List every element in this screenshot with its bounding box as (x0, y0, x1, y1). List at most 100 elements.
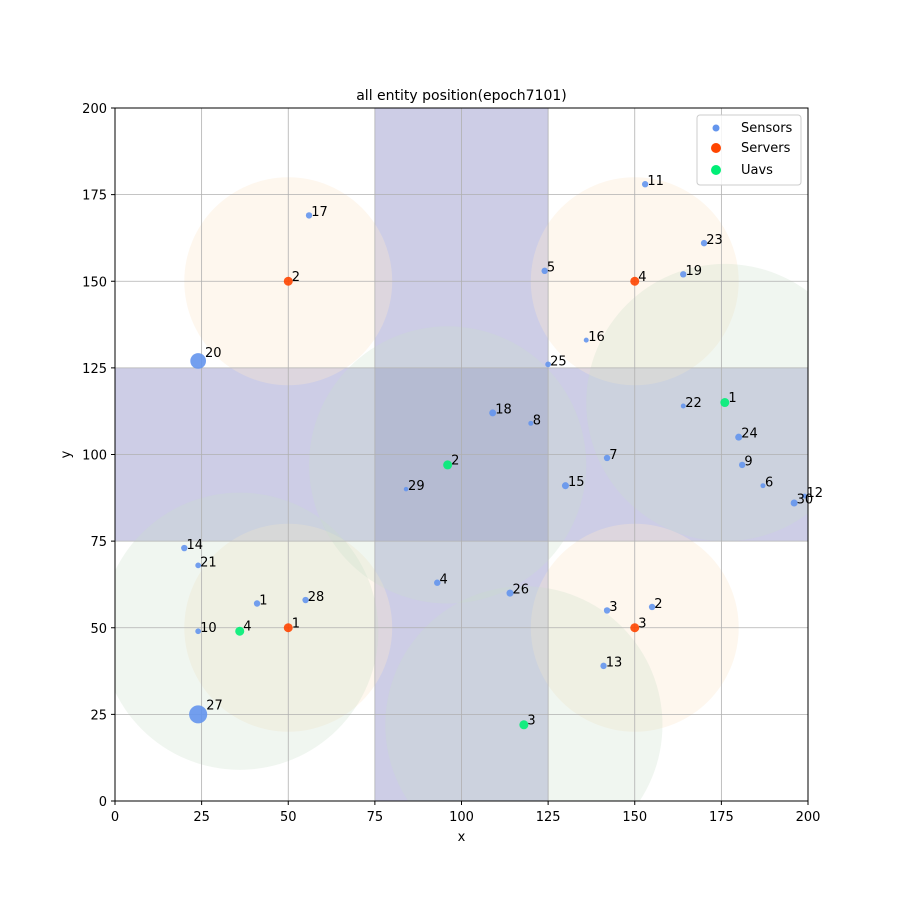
sensor-point (583, 337, 589, 343)
sensor-point-label: 15 (568, 475, 585, 490)
sensor-point (648, 603, 656, 611)
x-tick-label: 75 (367, 810, 384, 825)
sensor-point (545, 361, 551, 368)
chart-title: all entity position(epoch7101) (356, 88, 567, 104)
y-tick-label: 75 (90, 535, 107, 550)
sensor-point-label: 6 (765, 476, 773, 491)
sensor-point (195, 562, 202, 569)
y-tick-label: 175 (82, 189, 107, 204)
y-tick-label: 50 (90, 622, 107, 637)
uav-point (720, 398, 730, 408)
sensor-point (403, 486, 409, 492)
sensor-point (600, 662, 607, 670)
x-tick-label: 100 (449, 810, 474, 825)
sensor-point-label: 8 (533, 413, 541, 428)
sensor-point (760, 483, 766, 489)
x-tick-label: 175 (709, 810, 734, 825)
server-point (630, 276, 640, 286)
sensor-point-label: 16 (588, 330, 605, 345)
sensor-point (680, 271, 687, 278)
sensor-point-label: 7 (609, 448, 617, 463)
sensor-point (434, 579, 441, 586)
sensor-point-label: 9 (744, 455, 752, 470)
x-tick-label: 150 (622, 810, 647, 825)
sensor-point (680, 403, 686, 409)
server-point (630, 623, 640, 633)
sensor-point-label: 29 (408, 479, 425, 494)
sensor-point (189, 705, 208, 724)
legend: Sensors Servers Uavs (696, 114, 802, 186)
uav-point-label: 1 (728, 391, 736, 406)
sensor-point-label: 11 (647, 174, 664, 189)
x-axis: 0 25 50 75 100 125 150 175 200 (111, 801, 821, 825)
legend-marker-servers (711, 143, 721, 153)
sensor-point-label: 21 (200, 555, 217, 570)
sensor-point (528, 420, 534, 426)
sensor-point (700, 239, 708, 247)
sensor-point (195, 628, 202, 635)
sensor-point-label: 22 (685, 396, 702, 411)
uav-point (443, 460, 453, 470)
y-axis: 0 25 50 75 100 125 150 175 200 (82, 102, 115, 810)
legend-marker-sensors (712, 124, 720, 132)
sensor-point-label: 19 (685, 264, 702, 279)
y-tick-label: 125 (82, 362, 107, 377)
x-tick-label: 0 (111, 810, 119, 825)
legend-marker-uavs (711, 165, 721, 175)
sensor-point (738, 461, 746, 469)
sensor-point (190, 353, 206, 369)
sensor-point-label: 23 (706, 233, 723, 248)
sensor-point-label: 14 (187, 538, 204, 553)
legend-label-sensors: Sensors (741, 121, 793, 136)
legend-label-uavs: Uavs (741, 163, 773, 178)
sensor-point (603, 454, 611, 462)
sensor-point (541, 267, 548, 275)
sensor-point-label: 28 (308, 590, 325, 605)
y-tick-label: 100 (82, 449, 107, 464)
sensor-point-label: 25 (550, 354, 567, 369)
sensor-point-label: 12 (807, 486, 824, 501)
plot-area (115, 108, 808, 801)
server-point-label: 1 (292, 616, 300, 631)
uav-point-label: 2 (451, 453, 459, 468)
sensor-point-label: 5 (547, 261, 555, 276)
sensor-point (790, 499, 798, 507)
sensor-point-label: 1 (259, 593, 267, 608)
y-tick-label: 200 (82, 102, 107, 117)
x-tick-label: 125 (536, 810, 561, 825)
sensor-point-label: 13 (606, 656, 623, 671)
sensor-point-label: 26 (513, 583, 530, 598)
uav-range-circle (586, 263, 808, 542)
y-tick-label: 25 (90, 708, 107, 723)
grid-layer (115, 108, 808, 801)
sensor-point-label: 27 (206, 698, 223, 713)
server-point-label: 3 (638, 616, 646, 631)
y-axis-label: y (59, 450, 74, 458)
server-point-label: 2 (292, 270, 300, 285)
sensor-point (802, 493, 808, 499)
sensor-point-label: 3 (609, 600, 617, 615)
sensor-point-label: 4 (439, 573, 447, 588)
sensor-point (253, 600, 261, 607)
sensor-point-label: 2 (654, 597, 662, 612)
sensor-point-label: 18 (495, 402, 512, 417)
x-tick-label: 200 (796, 810, 821, 825)
x-tick-label: 50 (280, 810, 297, 825)
server-point (283, 276, 293, 286)
sensor-point-label: 10 (200, 621, 217, 636)
y-tick-label: 150 (82, 275, 107, 290)
sensor-point-label: 24 (741, 427, 758, 442)
legend-label-servers: Servers (741, 141, 791, 156)
x-tick-label: 25 (193, 810, 210, 825)
sensor-point (506, 589, 514, 597)
sensor-point (561, 482, 569, 490)
sensor-point (302, 596, 309, 604)
x-axis-label: x (458, 830, 466, 845)
server-point (283, 623, 293, 633)
legend-frame (696, 114, 802, 186)
sensor-point-label: 30 (797, 493, 814, 508)
sensor-point (735, 433, 743, 441)
uav-point (519, 720, 529, 730)
sensor-point (305, 212, 313, 219)
